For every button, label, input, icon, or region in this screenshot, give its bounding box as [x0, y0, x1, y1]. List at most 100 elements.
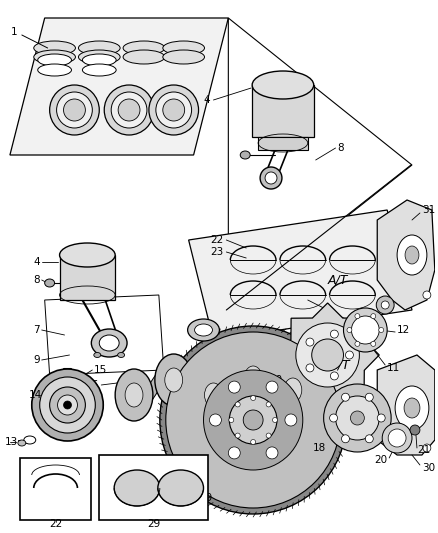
Polygon shape: [60, 255, 115, 300]
Ellipse shape: [111, 92, 147, 128]
Ellipse shape: [296, 323, 359, 387]
Ellipse shape: [272, 417, 278, 423]
Ellipse shape: [115, 369, 153, 421]
Text: 12: 12: [397, 325, 410, 335]
Ellipse shape: [32, 369, 103, 441]
Ellipse shape: [209, 414, 221, 426]
Text: 29: 29: [147, 519, 160, 529]
Ellipse shape: [274, 364, 312, 416]
Ellipse shape: [94, 352, 101, 358]
Ellipse shape: [234, 352, 272, 404]
Ellipse shape: [158, 470, 204, 506]
Ellipse shape: [243, 410, 263, 430]
Ellipse shape: [155, 354, 193, 406]
Ellipse shape: [312, 339, 343, 371]
Ellipse shape: [24, 436, 36, 444]
Ellipse shape: [118, 352, 124, 358]
Ellipse shape: [351, 316, 379, 344]
Ellipse shape: [371, 313, 376, 319]
Ellipse shape: [329, 414, 338, 422]
Polygon shape: [149, 370, 159, 405]
Ellipse shape: [149, 85, 198, 135]
Ellipse shape: [265, 172, 277, 184]
Ellipse shape: [252, 71, 314, 99]
Polygon shape: [258, 137, 308, 150]
Ellipse shape: [371, 341, 376, 346]
Ellipse shape: [397, 235, 427, 275]
Text: 4: 4: [33, 257, 40, 267]
Ellipse shape: [166, 332, 340, 508]
Text: 17: 17: [316, 363, 329, 373]
Ellipse shape: [306, 338, 314, 346]
Ellipse shape: [64, 99, 85, 121]
Ellipse shape: [336, 396, 379, 440]
Ellipse shape: [347, 327, 352, 333]
Text: M/T: M/T: [328, 359, 350, 372]
Ellipse shape: [205, 383, 223, 407]
Ellipse shape: [104, 85, 154, 135]
Ellipse shape: [228, 447, 240, 459]
Polygon shape: [268, 368, 278, 400]
Ellipse shape: [235, 433, 240, 438]
Ellipse shape: [355, 341, 360, 346]
Ellipse shape: [365, 393, 373, 401]
Ellipse shape: [82, 64, 116, 76]
Ellipse shape: [405, 246, 419, 264]
Ellipse shape: [78, 41, 120, 55]
Text: 23: 23: [210, 247, 223, 257]
Text: 31: 31: [422, 205, 435, 215]
Ellipse shape: [284, 378, 302, 402]
Ellipse shape: [235, 402, 240, 407]
Ellipse shape: [423, 291, 431, 299]
Ellipse shape: [240, 151, 250, 159]
Text: 8: 8: [33, 275, 40, 285]
Text: 21: 21: [417, 445, 430, 455]
Ellipse shape: [187, 319, 219, 341]
Ellipse shape: [99, 335, 119, 351]
Ellipse shape: [204, 370, 303, 470]
Ellipse shape: [38, 54, 71, 66]
Ellipse shape: [324, 384, 391, 452]
Text: 10: 10: [270, 375, 283, 385]
Bar: [20, 458, 92, 520]
Ellipse shape: [379, 327, 384, 333]
Ellipse shape: [229, 417, 234, 423]
Ellipse shape: [388, 429, 406, 447]
Ellipse shape: [342, 435, 350, 443]
Ellipse shape: [251, 395, 256, 400]
Text: 8: 8: [338, 143, 344, 153]
Ellipse shape: [194, 369, 232, 421]
Ellipse shape: [410, 425, 420, 435]
Ellipse shape: [266, 381, 278, 393]
Text: 14: 14: [28, 390, 42, 400]
Ellipse shape: [114, 470, 160, 506]
Ellipse shape: [330, 372, 338, 380]
Ellipse shape: [382, 423, 412, 453]
Ellipse shape: [38, 64, 71, 76]
Polygon shape: [252, 85, 314, 137]
Ellipse shape: [266, 433, 271, 438]
Ellipse shape: [342, 393, 350, 401]
Text: 19: 19: [200, 493, 213, 503]
Ellipse shape: [18, 440, 26, 446]
Ellipse shape: [57, 92, 92, 128]
Ellipse shape: [163, 99, 185, 121]
Text: 9: 9: [33, 355, 40, 365]
Ellipse shape: [395, 386, 429, 430]
Ellipse shape: [251, 440, 256, 445]
Ellipse shape: [350, 411, 364, 425]
Ellipse shape: [123, 41, 165, 55]
Text: 16: 16: [86, 380, 99, 390]
Ellipse shape: [82, 54, 116, 66]
Ellipse shape: [423, 444, 431, 452]
Ellipse shape: [49, 387, 85, 423]
Ellipse shape: [376, 296, 394, 314]
Ellipse shape: [230, 396, 277, 444]
Ellipse shape: [266, 447, 278, 459]
Ellipse shape: [163, 41, 205, 55]
Text: 4: 4: [204, 95, 211, 105]
Ellipse shape: [244, 366, 262, 390]
Text: 1: 1: [11, 27, 18, 37]
Polygon shape: [377, 355, 435, 455]
Polygon shape: [10, 18, 228, 155]
